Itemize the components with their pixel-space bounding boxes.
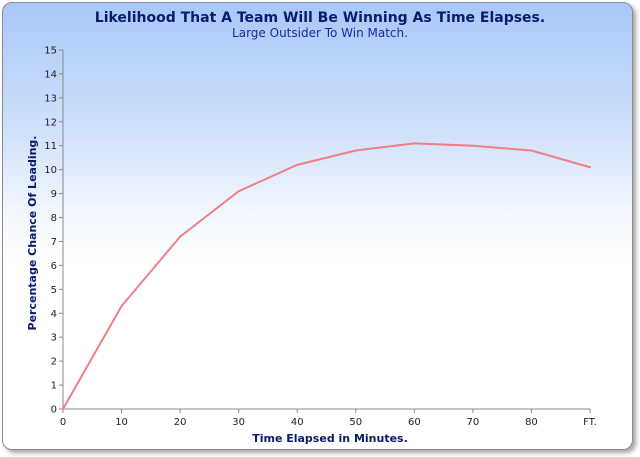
- x-tick-label: 80: [525, 417, 538, 428]
- chart-frame: Likelihood That A Team Will Be Winning A…: [2, 2, 633, 450]
- y-tick-label: 4: [51, 309, 57, 320]
- x-tick-label: 50: [349, 417, 362, 428]
- y-tick-label: 6: [51, 261, 57, 272]
- data-point: [530, 149, 533, 152]
- data-point: [296, 163, 299, 166]
- y-tick-label: 14: [44, 69, 57, 80]
- data-point: [120, 305, 123, 308]
- x-tick-label: 60: [408, 417, 421, 428]
- x-axis-ticks: 0 10 20 30 40 50 60 70 80 FT.: [60, 409, 597, 428]
- series-line: [62, 142, 591, 410]
- y-tick-label: 8: [51, 213, 57, 224]
- y-axis-title: Percentage Chance Of Leading.: [26, 136, 39, 331]
- data-point: [354, 149, 357, 152]
- x-axis-title: Time Elapsed in Minutes.: [252, 432, 408, 445]
- y-tick-label: 2: [51, 357, 57, 368]
- y-tick-label: 11: [44, 141, 57, 152]
- y-tick-label: 13: [44, 93, 57, 104]
- y-tick-label: 15: [44, 46, 57, 57]
- x-tick-label: 40: [291, 417, 304, 428]
- y-tick-label: 0: [51, 405, 57, 416]
- x-tick-label: 0: [60, 417, 66, 428]
- y-tick-label: 5: [51, 285, 57, 296]
- data-point: [589, 166, 591, 169]
- data-point: [62, 408, 64, 410]
- data-point: [179, 235, 182, 238]
- data-point: [471, 144, 474, 147]
- y-tick-label: 10: [44, 165, 57, 176]
- x-tick-label: 70: [467, 417, 480, 428]
- series-points: [62, 142, 591, 410]
- y-tick-label: 12: [44, 117, 57, 128]
- line-chart: Likelihood That A Team Will Be Winning A…: [26, 10, 597, 445]
- y-tick-label: 3: [51, 333, 57, 344]
- y-tick-label: 1: [51, 381, 57, 392]
- x-tick-label: 10: [115, 417, 128, 428]
- y-tick-label: 7: [51, 237, 57, 248]
- chart-title: Likelihood That A Team Will Be Winning A…: [95, 10, 545, 26]
- chart-subtitle: Large Outsider To Win Match.: [232, 26, 408, 40]
- data-point: [237, 190, 240, 193]
- data-point: [413, 142, 416, 145]
- x-tick-label: 30: [232, 417, 245, 428]
- y-tick-label: 9: [51, 189, 57, 200]
- x-tick-label: 20: [174, 417, 187, 428]
- x-tick-label: FT.: [583, 417, 597, 428]
